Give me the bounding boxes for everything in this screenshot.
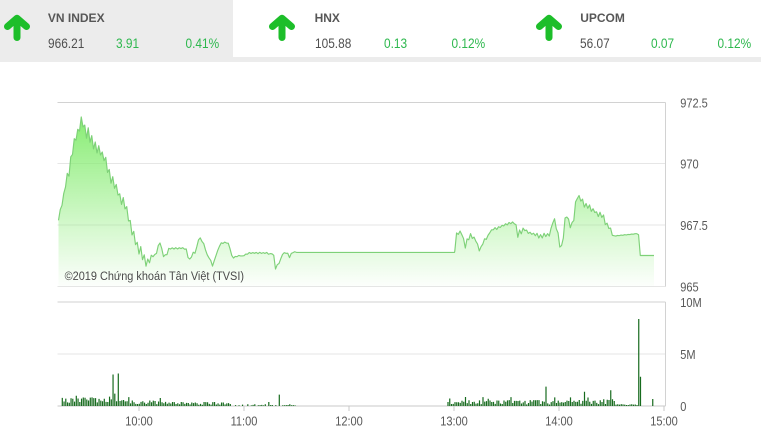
svg-text:972.5: 972.5 [680, 95, 708, 110]
svg-text:0: 0 [680, 399, 686, 414]
svg-text:©2019 Chứng khoán Tân Việt (TV: ©2019 Chứng khoán Tân Việt (TVSI) [65, 271, 245, 284]
svg-text:967.5: 967.5 [680, 218, 708, 233]
svg-text:14:00: 14:00 [545, 414, 573, 429]
svg-text:965: 965 [680, 279, 699, 294]
svg-text:10M: 10M [680, 295, 701, 310]
svg-text:13:00: 13:00 [440, 414, 468, 429]
svg-text:970: 970 [680, 156, 699, 171]
svg-text:15:00: 15:00 [650, 414, 678, 429]
svg-text:10:00: 10:00 [125, 414, 153, 429]
svg-text:5M: 5M [680, 347, 695, 362]
svg-text:12:00: 12:00 [335, 414, 363, 429]
svg-text:11:00: 11:00 [231, 414, 258, 429]
